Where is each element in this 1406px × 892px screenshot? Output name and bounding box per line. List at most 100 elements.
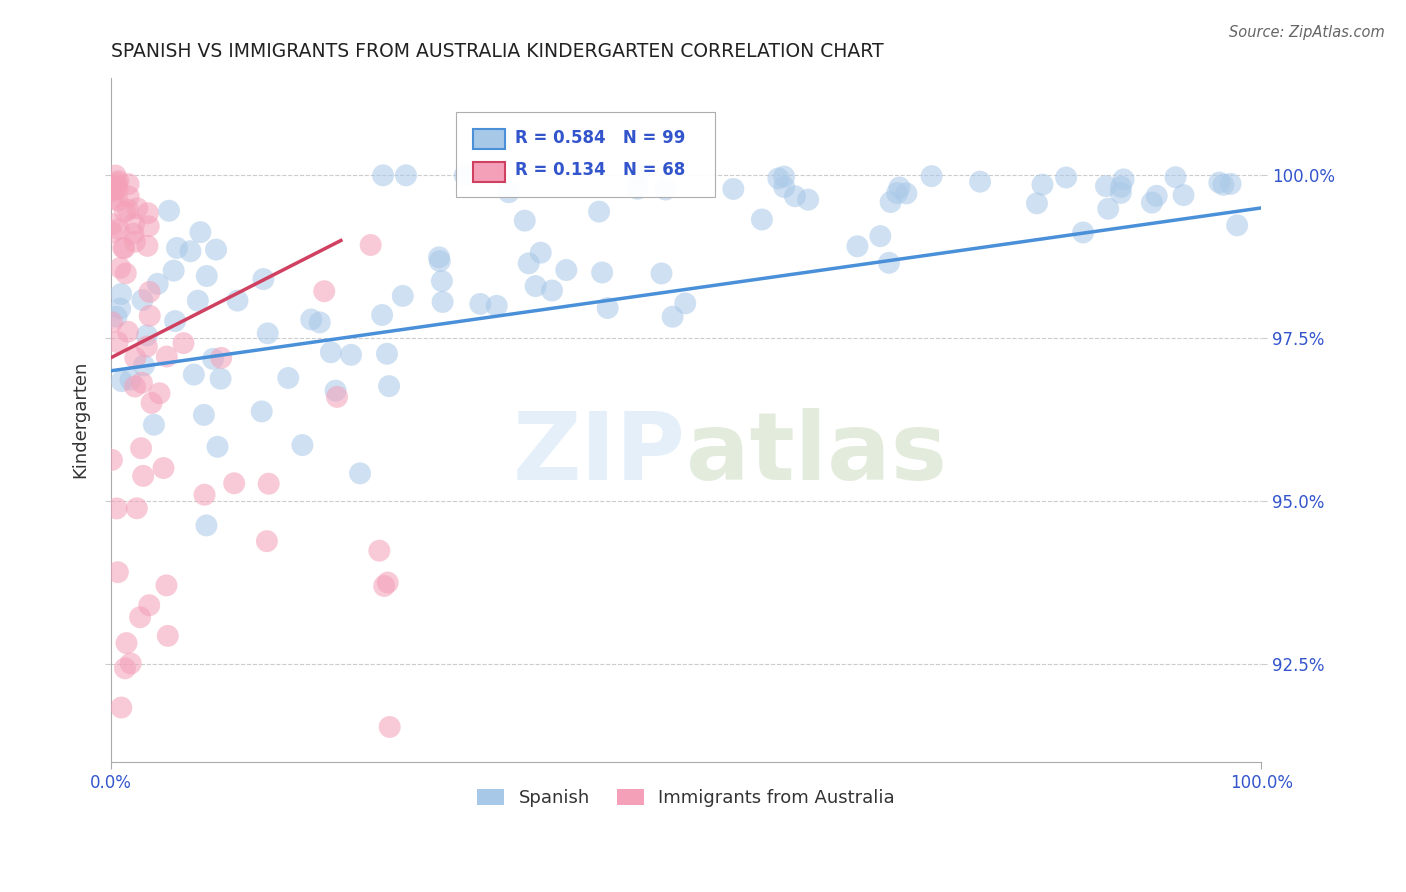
Point — [889, 180, 911, 194]
Point — [588, 204, 610, 219]
Point — [101, 315, 124, 329]
Point — [277, 371, 299, 385]
Point — [879, 194, 901, 209]
Point — [869, 229, 891, 244]
Point — [661, 310, 683, 324]
Text: R = 0.584   N = 99: R = 0.584 N = 99 — [515, 128, 685, 147]
Point — [1112, 172, 1135, 186]
Point — [141, 396, 163, 410]
Point — [124, 235, 146, 249]
Point — [375, 347, 398, 361]
Point — [751, 212, 773, 227]
Point — [156, 350, 179, 364]
Point — [129, 441, 152, 455]
Point — [541, 284, 564, 298]
Point — [108, 260, 131, 275]
Point — [723, 182, 745, 196]
Point — [1140, 195, 1163, 210]
Point — [1097, 202, 1119, 216]
Point — [1173, 188, 1195, 202]
Point — [166, 241, 188, 255]
Point — [155, 578, 177, 592]
Point — [591, 265, 613, 279]
Point — [114, 205, 136, 219]
Point — [1208, 176, 1230, 190]
Point — [107, 182, 129, 196]
Point — [326, 390, 349, 404]
Point — [118, 189, 141, 203]
Point — [138, 219, 160, 234]
Point — [156, 629, 179, 643]
Point — [371, 169, 394, 183]
Y-axis label: Kindergarten: Kindergarten — [72, 361, 89, 478]
Point — [104, 180, 127, 194]
Point — [1226, 219, 1249, 233]
Point — [101, 453, 124, 467]
FancyBboxPatch shape — [456, 112, 714, 197]
Point — [103, 185, 125, 199]
Point — [142, 417, 165, 432]
Point — [308, 315, 330, 329]
Point — [454, 169, 477, 183]
Point — [783, 189, 806, 203]
Point — [256, 534, 278, 549]
Point — [314, 284, 336, 298]
Point — [368, 543, 391, 558]
Point — [340, 348, 363, 362]
Text: ZIP: ZIP — [513, 408, 686, 500]
Point — [135, 340, 157, 354]
Text: Source: ZipAtlas.com: Source: ZipAtlas.com — [1229, 25, 1385, 40]
Point — [101, 226, 124, 240]
Point — [378, 720, 401, 734]
Point — [1212, 178, 1234, 192]
Point — [120, 657, 142, 671]
Point — [319, 345, 342, 359]
Point — [250, 404, 273, 418]
Point — [1031, 178, 1053, 192]
Point — [517, 256, 540, 270]
Point — [921, 169, 943, 183]
Point — [124, 351, 146, 365]
Point — [325, 384, 347, 398]
Point — [256, 326, 278, 341]
Point — [299, 312, 322, 326]
Point — [101, 192, 124, 206]
Point — [1026, 196, 1049, 211]
Point — [136, 239, 159, 253]
Point — [107, 222, 129, 236]
Point — [596, 301, 619, 315]
Point — [101, 183, 124, 197]
Point — [124, 379, 146, 393]
Point — [105, 310, 128, 324]
Point — [224, 476, 246, 491]
Point — [125, 501, 148, 516]
Text: SPANISH VS IMMIGRANTS FROM AUSTRALIA KINDERGARTEN CORRELATION CHART: SPANISH VS IMMIGRANTS FROM AUSTRALIA KIN… — [111, 42, 883, 61]
Point — [673, 296, 696, 310]
Point — [1109, 179, 1132, 194]
Point — [427, 250, 450, 264]
Point — [122, 217, 145, 231]
Point — [117, 177, 139, 191]
Point — [429, 254, 451, 268]
Point — [373, 579, 395, 593]
Legend: Spanish, Immigrants from Australia: Spanish, Immigrants from Australia — [470, 781, 903, 814]
Point — [1164, 170, 1187, 185]
Point — [132, 359, 155, 373]
Point — [112, 241, 135, 255]
Point — [105, 501, 128, 516]
Point — [173, 336, 195, 351]
Point — [391, 289, 413, 303]
Point — [107, 194, 129, 208]
Point — [195, 268, 218, 283]
Point — [152, 461, 174, 475]
Point — [530, 245, 553, 260]
Point — [104, 178, 127, 193]
Point — [485, 299, 508, 313]
Point — [131, 293, 153, 307]
Point — [131, 376, 153, 390]
Point — [190, 225, 212, 239]
Point — [513, 213, 536, 227]
Text: R = 0.134   N = 68: R = 0.134 N = 68 — [515, 161, 685, 179]
Point — [120, 373, 142, 387]
Point — [114, 661, 136, 675]
